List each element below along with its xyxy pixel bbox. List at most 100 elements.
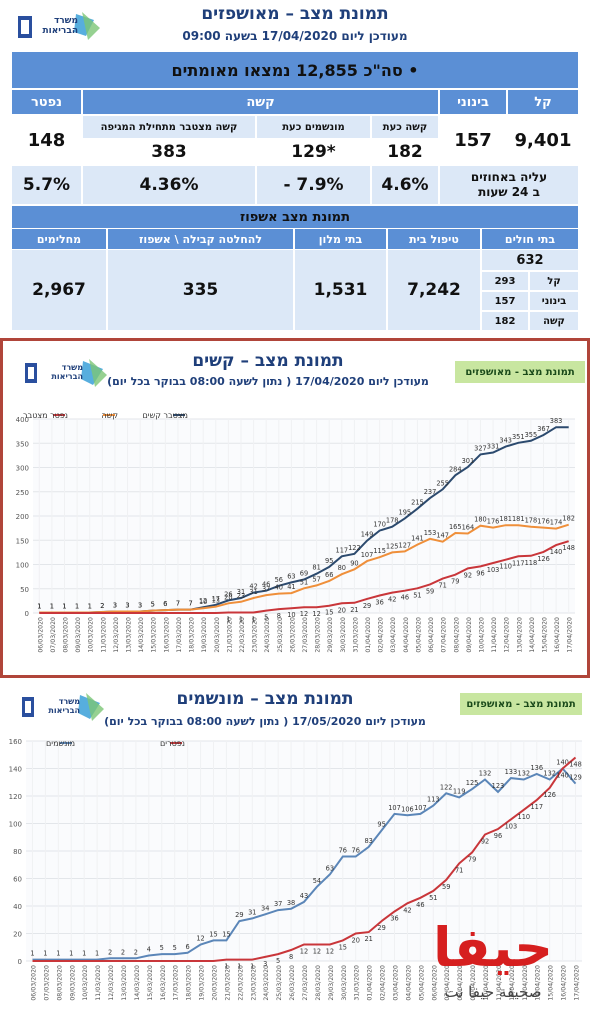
- data-label: 110: [499, 563, 512, 571]
- x-tick-label: 08/04/2020: [453, 617, 460, 653]
- y-tick-label: 50: [20, 586, 29, 594]
- data-label: 118: [525, 559, 538, 567]
- series-line-0: [32, 767, 577, 961]
- data-label: 29: [363, 602, 371, 610]
- x-tick-label: 16/03/2020: [163, 617, 170, 653]
- data-label: 15: [325, 609, 333, 617]
- hospitals-light-label: קל: [530, 272, 578, 290]
- data-label: 2: [100, 602, 104, 610]
- x-tick-label: 11/04/2020: [496, 965, 503, 1001]
- data-label: 126: [537, 555, 550, 563]
- data-label: 115: [373, 547, 386, 555]
- decision-value: 335: [108, 250, 293, 330]
- x-tick-label: 14/03/2020: [138, 617, 145, 653]
- logo-text: משרד הבריאות: [42, 16, 78, 36]
- y-tick-label: 400: [16, 416, 29, 424]
- updated-subtitle: מעודכן ליום 17/04/2020 בשעה 09:00: [182, 29, 408, 43]
- data-label: 174: [550, 519, 563, 527]
- data-label: 129: [569, 774, 582, 782]
- data-label: 1: [226, 616, 230, 624]
- y-tick-label: 140: [9, 766, 22, 774]
- severe-now-label: קשה כעת: [372, 116, 438, 138]
- logo-text: משרד הבריאות: [48, 697, 80, 715]
- data-label: 7: [176, 600, 180, 608]
- data-label: 57: [312, 575, 320, 583]
- data-label: 12: [313, 948, 321, 956]
- data-label: 95: [325, 557, 333, 565]
- data-label: 36: [390, 915, 398, 923]
- x-tick-label: 27/03/2020: [302, 617, 309, 653]
- moh-logo: משרד הבריאות: [23, 359, 109, 389]
- data-label: 140: [550, 548, 563, 556]
- x-tick-label: 07/03/2020: [50, 617, 57, 653]
- data-label: 12: [199, 597, 207, 605]
- x-tick-label: 15/03/2020: [151, 617, 158, 653]
- data-label: 107: [361, 551, 374, 559]
- x-tick-label: 16/04/2020: [561, 965, 568, 1001]
- data-label: 153: [424, 529, 437, 537]
- data-label: 63: [287, 572, 295, 580]
- data-label: 59: [426, 587, 434, 595]
- y-tick-label: 60: [13, 876, 22, 884]
- data-label: 1: [30, 950, 34, 958]
- x-tick-label: 24/03/2020: [263, 965, 270, 1001]
- x-tick-label: 19/03/2020: [199, 965, 206, 1001]
- x-tick-label: 15/04/2020: [548, 965, 555, 1001]
- summary-panel: משרד הבריאות תמונת מצב – מאושפזים מעודכן…: [0, 0, 590, 335]
- y-tick-label: 120: [9, 793, 22, 801]
- y-tick-label: 250: [16, 489, 29, 497]
- x-tick-label: 17/04/2020: [574, 965, 581, 1001]
- pct-ventilated: - 7.9%: [257, 166, 370, 204]
- section-tag: תמונת מצב - מאושפזים: [460, 693, 582, 715]
- pct-cumulative: 4.36%: [83, 166, 255, 204]
- data-label: 355: [525, 431, 538, 439]
- x-tick-label: 20/03/2020: [214, 617, 221, 653]
- data-label: 7: [176, 600, 180, 608]
- data-label: 38: [287, 899, 295, 907]
- x-tick-label: 10/04/2020: [478, 617, 485, 653]
- ventilated-value: 129*: [257, 140, 370, 164]
- data-label: 132: [518, 770, 531, 778]
- x-tick-label: 02/04/2020: [380, 965, 387, 1001]
- x-tick-label: 12/03/2020: [113, 617, 120, 653]
- data-label: 181: [512, 515, 525, 523]
- data-label: 26: [224, 590, 232, 598]
- data-label: 1: [237, 963, 241, 971]
- data-label: 178: [386, 517, 399, 525]
- ventilated-chart-panel: משרד הבריאות תמונת מצב – מונשמים מעודכן …: [0, 683, 590, 1024]
- data-label: 80: [338, 564, 346, 572]
- data-label: 122: [348, 544, 361, 552]
- severe-chart: 0 50 100 150 200 250 300 350 400 06/03/2020 07/03/…: [16, 411, 575, 653]
- legend-label: מצטבר קשים: [143, 411, 189, 420]
- data-label: 20: [224, 593, 232, 601]
- data-label: 1: [88, 603, 92, 611]
- x-tick-label: 14/04/2020: [535, 965, 542, 1001]
- x-tick-label: 10/03/2020: [82, 965, 89, 1001]
- data-label: 176: [537, 518, 550, 526]
- data-label: 59: [442, 883, 450, 891]
- x-tick-label: 19/03/2020: [201, 617, 208, 653]
- x-tick-label: 11/04/2020: [491, 617, 498, 653]
- data-label: 164: [462, 523, 475, 531]
- header-severe: קשה: [83, 90, 438, 114]
- data-label: 284: [449, 465, 462, 473]
- hospitals-severe-value: 182: [482, 312, 528, 330]
- data-label: 20: [352, 937, 360, 945]
- data-label: 29: [235, 911, 243, 919]
- data-label: 69: [300, 570, 308, 578]
- hdr-hotels: בתי מלון: [295, 229, 386, 249]
- data-label: 113: [427, 796, 440, 804]
- watermark-sub: صحيفة حيفا نت: [444, 983, 542, 1001]
- x-tick-label: 31/03/2020: [354, 965, 361, 1001]
- header-medium: בינוני: [440, 90, 506, 114]
- y-tick-label: 100: [9, 821, 22, 829]
- y-tick-label: 40: [13, 903, 22, 911]
- x-tick-label: 28/03/2020: [315, 617, 322, 653]
- hospitalization-title: תמונת מצב אשפוז: [12, 206, 578, 228]
- data-label: 96: [494, 832, 502, 840]
- data-label: 1: [95, 950, 99, 958]
- x-tick-label: 21/03/2020: [224, 965, 231, 1001]
- data-label: 165: [449, 523, 462, 531]
- series-line-1: [39, 523, 569, 614]
